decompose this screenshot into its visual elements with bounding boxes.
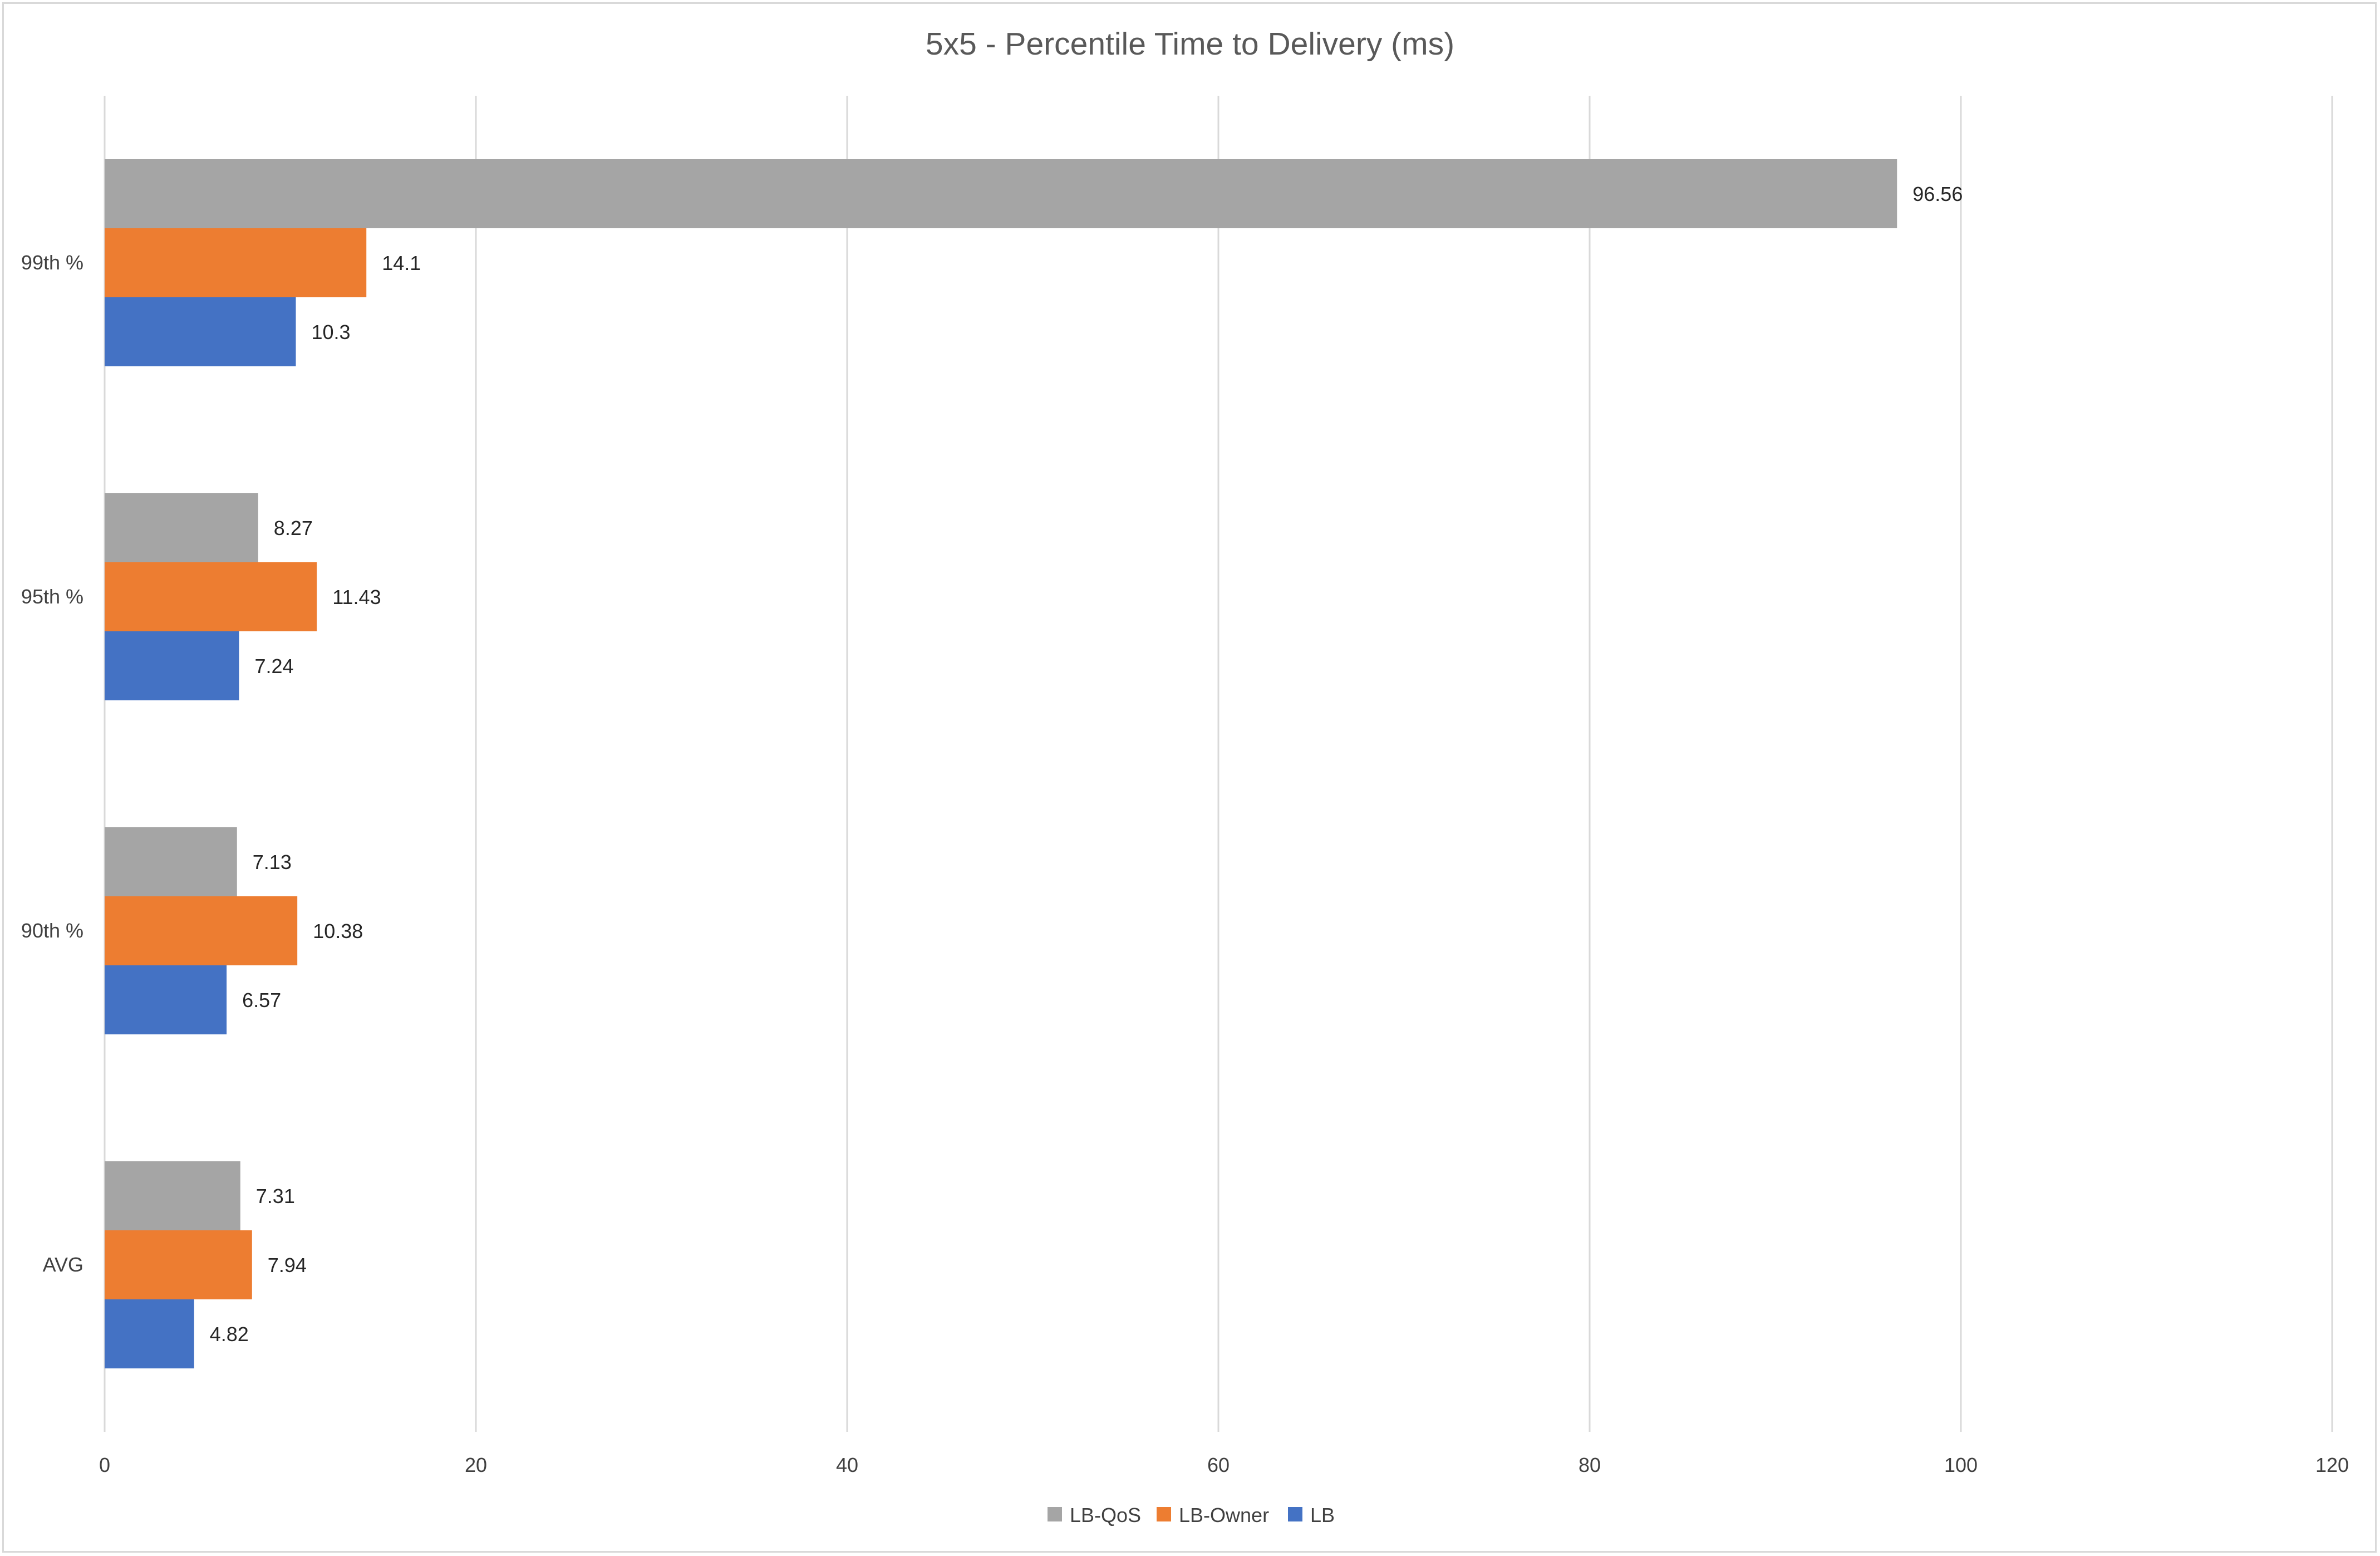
category-label: 95th % [21,585,83,608]
x-axis-ticks: 0 20 40 60 80 100 120 [99,1454,2349,1476]
bar-lb-qos-3 [105,1161,240,1230]
x-tick-label: 80 [1579,1454,1601,1476]
bar-lb-3 [105,1299,194,1368]
data-label: 7.94 [268,1254,307,1277]
x-tick-label: 120 [2315,1454,2349,1476]
data-labels: 96.56 14.1 10.3 8.27 11.43 7.24 7.13 10.38 6.57 7… [210,183,1963,1346]
gridlines [104,96,2333,1432]
x-tick-label: 60 [1207,1454,1230,1476]
x-tick-label: 100 [1944,1454,1978,1476]
bars [105,159,1897,1368]
data-label: 7.13 [253,851,292,873]
x-tick-label: 0 [99,1454,110,1476]
bar-lb-2 [105,965,227,1034]
data-label: 10.3 [312,321,351,343]
bar-lb-1 [105,631,239,700]
bar-lb-owner-1 [105,562,317,631]
data-label: 7.31 [256,1185,295,1208]
data-label: 96.56 [1912,183,1963,205]
legend: LB-QoS LB-Owner LB [1048,1504,1335,1526]
legend-swatch-lb-qos [1048,1507,1062,1521]
data-label: 4.82 [210,1323,249,1346]
bar-lb-qos-2 [105,827,237,896]
bar-lb-owner-3 [105,1230,252,1299]
category-labels: 99th % 95th % 90th % AVG [21,251,83,1276]
legend-swatch-lb-owner [1157,1507,1171,1521]
category-label: 90th % [21,919,83,942]
data-label: 7.24 [254,655,293,678]
data-label: 10.38 [313,920,363,943]
bar-lb-owner-0 [105,228,367,297]
category-label: AVG [43,1253,83,1276]
bar-lb-qos-0 [105,159,1897,228]
legend-swatch-lb [1288,1507,1302,1521]
bar-lb-owner-2 [105,896,298,965]
bar-lb-qos-1 [105,493,258,562]
data-label: 8.27 [274,517,313,539]
chart-title: 5x5 - Percentile Time to Delivery (ms) [926,26,1454,62]
legend-label: LB-QoS [1070,1504,1141,1526]
bar-lb-0 [105,297,296,366]
x-tick-label: 20 [465,1454,487,1476]
data-label: 11.43 [332,586,381,608]
data-label: 6.57 [242,989,281,1012]
x-tick-label: 40 [836,1454,858,1476]
category-label: 99th % [21,251,83,274]
legend-label: LB-Owner [1179,1504,1269,1526]
legend-label: LB [1310,1504,1335,1526]
data-label: 14.1 [382,252,421,274]
